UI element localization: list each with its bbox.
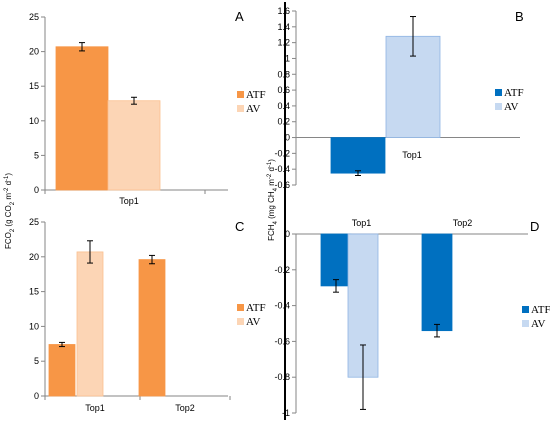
axis-label-part: -1 xyxy=(4,175,10,181)
y-tick-label: 1.6 xyxy=(277,6,290,16)
bar-atf xyxy=(330,137,386,174)
x-tick-label: Top1 xyxy=(85,403,105,413)
axis-label-part: 2 xyxy=(10,228,16,232)
axis-label-part: (g CO xyxy=(4,205,13,229)
x-tick-label: Top2 xyxy=(453,218,473,228)
axis-label-part: 2 xyxy=(10,201,16,205)
legend-swatch-atf xyxy=(495,89,502,96)
axis-label-part: FCH xyxy=(267,224,276,241)
axis-label-part: d xyxy=(267,167,276,174)
bar-av xyxy=(107,100,161,191)
bar-atf xyxy=(55,46,109,191)
legend-label: ATF xyxy=(504,87,524,99)
legend-label: ATF xyxy=(246,302,266,314)
x-tick-label: Top1 xyxy=(352,218,372,228)
bar-atf xyxy=(421,233,453,332)
x-tick-label: Top2 xyxy=(175,403,195,413)
axis-label-part: ) xyxy=(4,173,13,176)
panel-b: -0.6 -0.4 -0.2 0 0.2 0.4 0.6 0.8 1 1.2 1.4 1.6 Top1 A… xyxy=(274,6,523,190)
legend-label: AV xyxy=(504,101,519,113)
axis-label-part: 4 xyxy=(273,220,279,224)
legend-swatch-atf xyxy=(522,306,529,313)
y-tick-label: 1.2 xyxy=(277,38,290,48)
y-tick-label: 0.2 xyxy=(277,117,290,127)
legend-swatch-av xyxy=(237,105,244,112)
axis-label-part: d xyxy=(4,181,13,188)
y-tick-label: 0 xyxy=(285,229,290,239)
y-tick-label: 25 xyxy=(29,12,39,22)
legend-label: AV xyxy=(246,103,261,115)
panel-letter: B xyxy=(515,9,524,24)
legend-swatch-av xyxy=(522,320,529,327)
y-tick-label: -0.6 xyxy=(274,180,290,190)
y-tick-label: 5 xyxy=(34,150,39,160)
panel-letter: D xyxy=(530,219,539,234)
y-tick-label: 0 xyxy=(34,391,39,401)
axis-label-part: FCO xyxy=(4,232,13,249)
y-tick-label: 0 xyxy=(285,133,290,143)
legend-label: AV xyxy=(246,316,261,328)
axis-label-part: ) xyxy=(267,159,276,162)
bar-atf xyxy=(138,259,166,397)
y-tick-label: -0.4 xyxy=(274,301,290,311)
x-tick-label: Top1 xyxy=(402,150,422,160)
y-tick-label: 0.4 xyxy=(277,101,290,111)
panel-letter: C xyxy=(235,219,244,234)
y-tick-label: -0.2 xyxy=(274,265,290,275)
y-tick-label: 20 xyxy=(29,47,39,57)
legend-label: ATF xyxy=(246,89,266,101)
y-tick-label: 1.4 xyxy=(277,22,290,32)
y-tick-label: 15 xyxy=(29,287,39,297)
axis-label-part: m xyxy=(4,193,13,202)
y-tick-label: 0 xyxy=(34,185,39,195)
legend-swatch-atf xyxy=(237,304,244,311)
y-tick-label: 10 xyxy=(29,116,39,126)
axis-label-part: -2 xyxy=(267,173,273,179)
panel-c: 0 5 10 15 20 25 Top1 Top2 ATF AV C xyxy=(29,217,266,413)
y-tick-label: -0.2 xyxy=(274,148,290,158)
y-tick-label: -0.6 xyxy=(274,336,290,346)
y-tick-label: 1 xyxy=(285,53,290,63)
y-tick-label: -0.4 xyxy=(274,164,290,174)
y-axis-label-ch4: FCH4 (mg CH4 m-2 d-1) xyxy=(267,159,279,241)
y-tick-label: 0.8 xyxy=(277,69,290,79)
x-tick-label: Top1 xyxy=(119,196,139,206)
axis-label-part: -2 xyxy=(4,187,10,193)
axis-label-part: m xyxy=(267,179,276,188)
bar-av xyxy=(76,251,104,397)
y-tick-label: 0.6 xyxy=(277,85,290,95)
y-axis-label-co2: FCO2 (g CO2 m-2 d-1) xyxy=(4,173,16,249)
axis-label-part: (mg CH xyxy=(267,191,276,221)
legend-swatch-atf xyxy=(237,91,244,98)
y-tick-label: 10 xyxy=(29,321,39,331)
legend-swatch-av xyxy=(495,103,502,110)
bar-atf xyxy=(320,233,352,287)
panel-a: 0 5 10 15 20 25 Top1 ATF AV A xyxy=(29,9,266,206)
y-tick-label: 5 xyxy=(34,356,39,366)
panel-letter: A xyxy=(235,9,244,24)
legend-label: ATF xyxy=(531,304,550,316)
y-tick-label: 25 xyxy=(29,217,39,227)
legend-swatch-av xyxy=(237,318,244,325)
y-tick-label: 15 xyxy=(29,81,39,91)
legend-label: AV xyxy=(531,318,546,330)
y-tick-label: 20 xyxy=(29,252,39,262)
bar-atf xyxy=(48,344,76,397)
y-tick-label: -0.8 xyxy=(274,372,290,382)
axis-label-part: -1 xyxy=(267,161,273,167)
axis-label-part: 4 xyxy=(273,187,279,191)
